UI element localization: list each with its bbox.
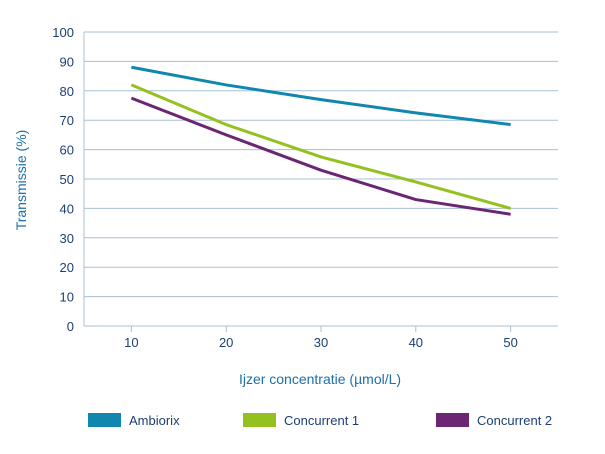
legend: Ambiorix Concurrent 1 Concurrent 2 (88, 413, 552, 428)
legend-swatch-2 (243, 413, 276, 427)
y-tick-label: 90 (60, 54, 74, 69)
y-tick-label: 30 (60, 231, 74, 246)
series-lines (130, 65, 512, 216)
y-axis-title: Transmissie (%) (13, 130, 29, 231)
y-axis-ticks: 0 10 20 30 40 50 60 70 80 90 100 (52, 25, 74, 334)
legend-label-1: Ambiorix (129, 413, 180, 428)
x-axis-ticks: 10 20 30 40 50 (124, 326, 518, 350)
y-tick-label: 100 (52, 25, 74, 40)
legend-swatch-3 (436, 413, 469, 427)
y-tick-label: 80 (60, 84, 74, 99)
y-tick-label: 20 (60, 260, 74, 275)
series-line-1 (131, 65, 511, 127)
grid-lines (83, 31, 558, 327)
x-axis-title: Ijzer concentratie (µmol/L) (239, 371, 401, 387)
legend-label-3: Concurrent 2 (477, 413, 552, 428)
y-tick-label: 40 (60, 201, 74, 216)
y-tick-label: 70 (60, 113, 74, 128)
legend-swatch-1 (88, 413, 121, 427)
x-tick-label: 50 (503, 335, 517, 350)
series-line-3 (130, 96, 511, 216)
series-line-2 (130, 83, 512, 210)
x-tick-label: 40 (409, 335, 423, 350)
y-tick-label: 10 (60, 290, 74, 305)
legend-label-2: Concurrent 1 (284, 413, 359, 428)
y-tick-label: 50 (60, 172, 74, 187)
y-tick-label: 60 (60, 143, 74, 158)
x-tick-label: 20 (219, 335, 233, 350)
y-tick-label: 0 (67, 319, 74, 334)
x-tick-label: 30 (314, 335, 328, 350)
x-tick-label: 10 (124, 335, 138, 350)
